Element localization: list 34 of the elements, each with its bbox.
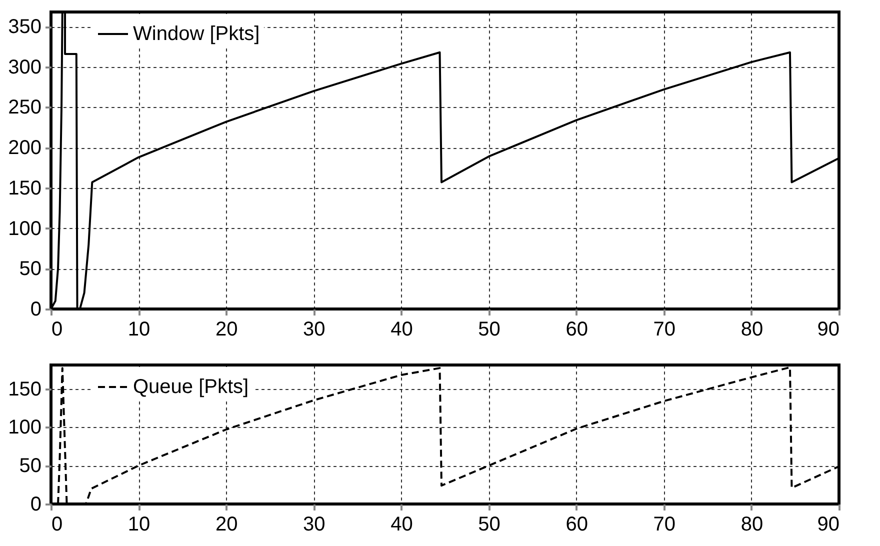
y-tick-label: 50 [19,455,42,478]
x-tick-label: 60 [566,318,588,340]
x-tick-label: 50 [478,318,500,340]
x-tick-label: 0 [52,514,63,536]
y-tick-label: 0 [30,494,42,516]
x-tick-label: 30 [303,514,326,536]
x-tick-label: 20 [215,318,238,340]
x-tick-label: 10 [128,514,150,536]
x-tick-label: 50 [478,514,500,536]
y-tick-label: 300 [8,56,42,78]
y-tick-label: 150 [8,177,42,200]
y-tick-label: 50 [19,258,42,280]
y-tick-label: 0 [30,298,42,320]
x-tick-label: 90 [817,514,840,536]
x-tick-label: 40 [390,318,413,340]
y-tick-label: 350 [8,16,42,38]
y-tick-label: 100 [8,218,42,240]
x-tick-label: 70 [653,318,676,340]
x-tick-label: 60 [566,514,588,536]
legend-label: Window [Pkts] [133,23,260,45]
x-tick-label: 0 [52,318,63,340]
x-tick-label: 90 [817,318,840,340]
y-tick-label: 100 [8,416,42,439]
x-tick-label: 80 [740,514,764,536]
y-tick-label: 150 [8,378,42,400]
x-tick-label: 70 [653,514,676,536]
x-tick-label: 10 [128,318,150,340]
x-tick-label: 20 [215,514,238,536]
x-tick-label: 30 [303,318,326,340]
y-tick-label: 200 [8,137,42,160]
legend-label: Queue [Pkts] [133,376,249,398]
x-tick-label: 80 [740,318,764,340]
x-tick-label: 40 [390,514,413,536]
y-tick-label: 250 [8,96,42,119]
